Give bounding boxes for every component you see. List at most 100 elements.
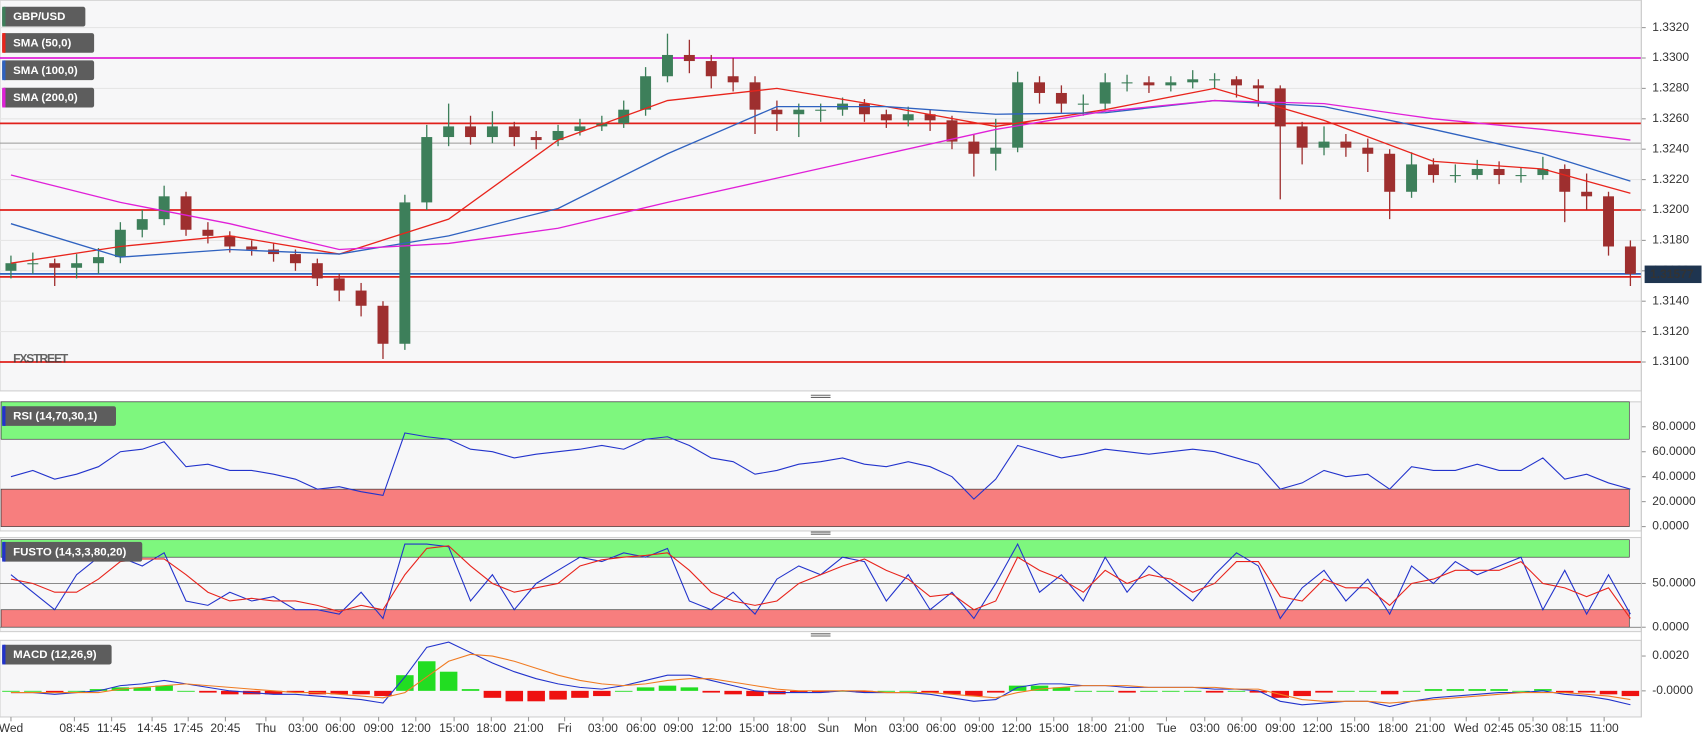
x-tick-label: 11:00 [1590,721,1619,735]
x-tick-label: 18:00 [1077,721,1107,735]
x-tick-label: 12:00 [702,721,732,735]
x-tick-label: 17:45 [173,721,203,735]
y-tick-label: 1.3120 [1652,324,1689,338]
legend-box [2,87,95,108]
candle-body [1427,164,1439,176]
x-tick-label: 06:00 [626,721,656,735]
x-tick-label: 09:00 [364,721,394,735]
histogram-bar [1446,689,1465,691]
zone [0,539,1630,558]
histogram-bar [461,689,480,691]
last-price-tag [1644,265,1702,284]
histogram-bar [1140,690,1158,692]
candle-body [1559,168,1571,192]
y-tick-label: 1.3200 [1652,202,1689,216]
histogram-bar [1621,690,1640,697]
histogram-bar [1599,690,1618,695]
candle-body [311,263,323,279]
candle-body [1055,92,1067,104]
histogram-bar [571,690,589,698]
candle-body [1362,147,1374,154]
x-tick-label: 21:00 [513,721,543,735]
candle-body [93,257,104,264]
histogram-bar [374,690,392,697]
macd-line [10,653,1631,704]
x-tick-label: 12:00 [401,721,431,735]
histogram-bar [1249,690,1268,693]
y-tick-label: 0.0000 [1652,519,1689,533]
histogram-bar [746,690,764,697]
candle-body [1537,168,1549,176]
y-tick-label: 50.0000 [1652,576,1696,590]
candle-body [180,196,192,230]
candle-body [136,219,148,230]
histogram-bar [549,690,567,700]
x-tick-label: 06:00 [926,721,956,735]
histogram-bar [965,690,983,697]
zone [0,609,1630,628]
candle-body [727,76,739,83]
legend-label: SMA (100,0) [13,65,78,77]
histogram-bar [1293,690,1311,697]
sma-line [10,99,1631,251]
y-tick-label: 60.0000 [1652,444,1696,458]
histogram-bar [1402,690,1421,692]
candle-body [1099,82,1111,104]
histogram-bar [45,690,64,693]
histogram-bar [396,675,414,691]
candle-body [399,202,411,344]
y-tick-label: -0.0000 [1652,683,1693,697]
candle-body [1471,168,1483,176]
x-tick-label: Tue [1156,721,1177,735]
candle-body [683,54,695,62]
candle-body [1340,141,1352,148]
x-tick-label: Fri [558,721,572,735]
histogram-bar [1162,690,1180,692]
x-tick-label: 05:30 [1518,721,1548,735]
legend-label: FUSTO (14,3,3,80,20) [13,546,126,558]
legend-stripe [2,33,6,53]
candle-body [1384,153,1396,192]
candle-body [990,147,1002,154]
x-tick-label: 21:00 [1114,721,1144,735]
histogram-bar [1468,689,1486,691]
y-tick-label: 1.3300 [1652,50,1689,64]
x-tick-label: 15:00 [739,721,769,735]
candle-body [640,76,652,110]
watermark: FXSTREET [13,351,69,365]
candle-body [508,126,520,138]
x-tick-label: 21:00 [1415,721,1445,735]
x-tick-label: 15:00 [1039,721,1069,735]
x-tick-label: 15:00 [1340,721,1370,735]
histogram-bar [1074,690,1093,692]
candle-body [158,196,170,220]
histogram-bar [1008,685,1027,691]
legend-box [2,33,95,53]
histogram-bar [877,690,896,692]
y-tick-label: 1.3280 [1652,81,1689,95]
candle-body [1406,164,1418,192]
histogram-bar [1183,690,1202,692]
candle-body [705,61,717,77]
histogram-bar [724,690,742,695]
legend-box [2,6,86,27]
y-tick-label: 1.3260 [1652,111,1689,125]
candle-body [202,229,214,236]
legend-stripe [2,541,6,562]
x-tick-label: 18:00 [1378,721,1408,735]
candle-body [1515,175,1527,177]
candle-body [858,103,870,115]
candle-body [443,126,455,138]
candle-body [1187,79,1199,83]
histogram-bar [1205,690,1224,693]
legend-label: GBP/USD [13,11,65,23]
histogram-bar [352,690,370,695]
histogram-bar [1424,689,1443,691]
y-tick-label: 40.0000 [1652,469,1696,483]
histogram-bar [1359,690,1377,692]
candle-body [530,137,542,141]
legend-stripe [2,6,6,27]
histogram-bar [790,690,808,693]
